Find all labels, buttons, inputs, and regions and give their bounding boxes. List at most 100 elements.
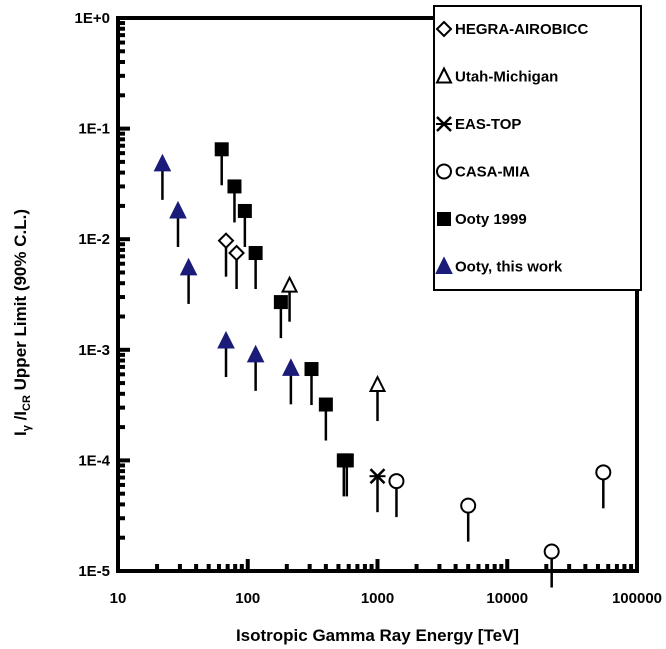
data-point	[318, 397, 333, 441]
data-point	[237, 203, 252, 247]
series-group	[388, 464, 612, 588]
data-point	[169, 200, 187, 247]
marker-shape	[318, 397, 333, 412]
legend-label: EAS-TOP	[455, 116, 521, 133]
data-point	[543, 543, 560, 588]
marker-shape	[595, 464, 612, 481]
data-marker	[248, 246, 263, 261]
marker-shape	[280, 275, 299, 293]
marker-shape	[227, 179, 242, 194]
data-marker	[460, 497, 477, 514]
data-point	[280, 275, 299, 322]
legend-label: HEGRA-AIROBICC	[455, 21, 588, 38]
y-axis-label-part: I	[11, 431, 30, 436]
data-point	[339, 453, 354, 497]
marker-shape	[460, 497, 477, 514]
series-group	[153, 153, 300, 405]
data-point	[227, 179, 242, 223]
legend-marker	[436, 116, 452, 132]
y-axis-label: Iγ /ICR Upper Limit (90% C.L.)	[11, 209, 33, 436]
y-tick-label: 1E-1	[78, 121, 110, 138]
marker-shape	[217, 232, 235, 250]
data-marker	[369, 468, 386, 485]
data-marker	[169, 200, 187, 219]
data-marker	[543, 543, 560, 560]
data-point	[217, 330, 235, 378]
marker-shape	[436, 163, 452, 180]
marker-shape	[248, 246, 263, 261]
legend-marker	[435, 20, 453, 38]
y-tick-label: 1E-4	[78, 452, 110, 469]
y-tick-label: 1E-2	[78, 231, 110, 248]
marker-shape	[435, 66, 453, 84]
marker-shape	[435, 20, 453, 38]
marker-shape	[304, 362, 319, 377]
legend-label: Ooty, this work	[455, 259, 563, 276]
data-marker	[595, 464, 612, 481]
data-marker	[280, 275, 299, 293]
data-marker	[217, 232, 235, 250]
marker-shape	[153, 153, 172, 172]
legend-box	[433, 5, 642, 291]
y-tick-label: 1E-5	[78, 563, 110, 580]
marker-shape	[228, 244, 245, 262]
marker-shape	[435, 256, 453, 274]
marker-shape	[282, 358, 300, 376]
y-axis-label-part: Upper Limit (90% C.L.)	[11, 209, 30, 395]
series-group	[214, 142, 354, 497]
legend-marker	[436, 163, 452, 180]
series-layer	[153, 142, 612, 588]
data-point	[388, 473, 405, 518]
series-group	[280, 275, 387, 422]
legend-entry: Ooty, this work	[435, 256, 563, 276]
marker-shape	[237, 203, 252, 218]
data-point	[595, 464, 612, 509]
marker-shape	[246, 344, 265, 363]
x-axis-label: Isotropic Gamma Ray Energy [TeV]	[236, 626, 519, 645]
data-point	[217, 232, 235, 277]
marker-shape	[339, 453, 354, 468]
data-marker	[153, 153, 172, 172]
marker-shape	[388, 473, 405, 490]
data-marker	[339, 453, 354, 468]
x-tick-label: 100	[235, 590, 260, 607]
data-point	[368, 374, 387, 422]
data-point	[369, 468, 386, 513]
marker-shape	[179, 257, 198, 276]
series-group	[369, 468, 386, 513]
plot-frame	[116, 16, 639, 573]
marker-shape	[273, 295, 288, 310]
data-marker	[237, 203, 252, 218]
x-tick-labels: 10 100 1000 10000 100000	[110, 590, 662, 607]
data-point	[153, 153, 172, 200]
y-tick-label: 1E-3	[78, 342, 110, 359]
y-axis-label-part: /I	[11, 411, 30, 425]
data-marker	[214, 142, 229, 157]
marker-shape	[368, 374, 387, 393]
legend-entry: CASA-MIA	[436, 163, 530, 181]
data-marker	[304, 362, 319, 377]
legend-marker	[435, 66, 453, 84]
data-point	[273, 295, 288, 339]
y-axis-label-sub: γ	[21, 424, 33, 431]
legend-label: Ooty 1999	[455, 211, 527, 228]
data-marker	[388, 473, 405, 490]
legend-label: CASA-MIA	[455, 164, 530, 181]
legend-marker	[435, 256, 453, 274]
x-tick-label: 1000	[361, 590, 394, 607]
y-tick-label: 1E+0	[75, 10, 110, 27]
marker-shape	[543, 543, 560, 560]
data-point	[282, 358, 300, 405]
x-tick-label: 10000	[486, 590, 528, 607]
data-point	[460, 497, 477, 542]
legend-entry: EAS-TOP	[436, 116, 521, 133]
legend-entry: Ooty 1999	[437, 211, 527, 228]
marker-shape	[214, 142, 229, 157]
data-point	[179, 257, 198, 304]
data-marker	[368, 374, 387, 393]
legend: HEGRA-AIROBICC Utah-Michigan EAS-TOP CASA-M…	[433, 5, 642, 291]
marker-shape	[437, 212, 451, 226]
data-point	[228, 244, 245, 290]
data-marker	[227, 179, 242, 194]
data-marker	[246, 344, 265, 363]
